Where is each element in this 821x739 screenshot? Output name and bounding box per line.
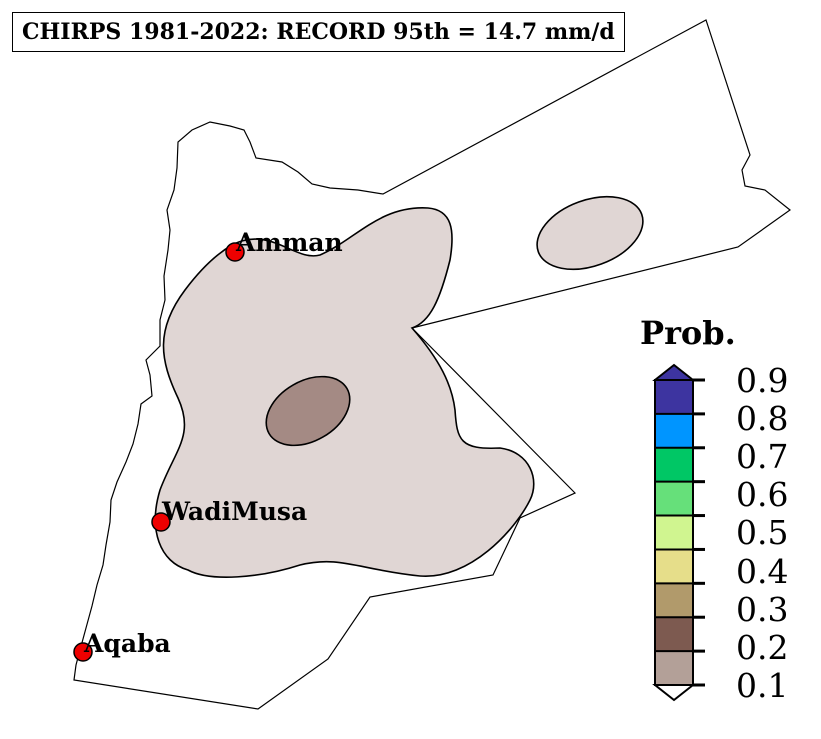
colorbar-segment — [655, 515, 693, 550]
legend-tick-label: 0.8 — [736, 399, 789, 438]
legend-tick-label: 0.5 — [736, 513, 789, 552]
city-marker-aqaba[interactable] — [73, 642, 93, 662]
legend-tick-label: 0.9 — [736, 361, 789, 400]
legend-tick-label: 0.3 — [736, 590, 789, 629]
contour-low-ne — [536, 195, 644, 271]
colorbar-segment — [655, 549, 693, 584]
city-label-amman: Amman — [236, 228, 343, 257]
colorbar-segment — [655, 651, 693, 685]
colorbar-extend-high — [652, 363, 696, 381]
city-label-aqaba: Aqaba — [84, 629, 171, 658]
legend-tick-label: 0.7 — [736, 437, 789, 476]
city-marker-amman[interactable] — [225, 242, 245, 262]
map-title: CHIRPS 1981-2022: RECORD 95th = 14.7 mm/… — [12, 12, 625, 52]
colorbar-segment — [655, 481, 693, 516]
colorbar-segment — [655, 447, 693, 482]
city-marker-wadimusa[interactable] — [151, 512, 171, 532]
contour-mid-center — [265, 375, 351, 447]
legend-title: Prob. — [640, 314, 736, 352]
legend-tick-label: 0.1 — [736, 666, 789, 705]
legend-tick-label: 0.2 — [736, 628, 789, 667]
colorbar-segment — [655, 617, 693, 652]
colorbar — [652, 363, 705, 702]
legend-tick-label: 0.4 — [736, 552, 789, 591]
city-label-wadimusa: WadiMusa — [162, 497, 308, 526]
colorbar-segment — [655, 413, 693, 448]
colorbar-segment — [655, 380, 693, 414]
colorbar-segment — [655, 583, 693, 618]
legend-tick-label: 0.6 — [736, 475, 789, 514]
colorbar-extend-low — [652, 684, 696, 702]
